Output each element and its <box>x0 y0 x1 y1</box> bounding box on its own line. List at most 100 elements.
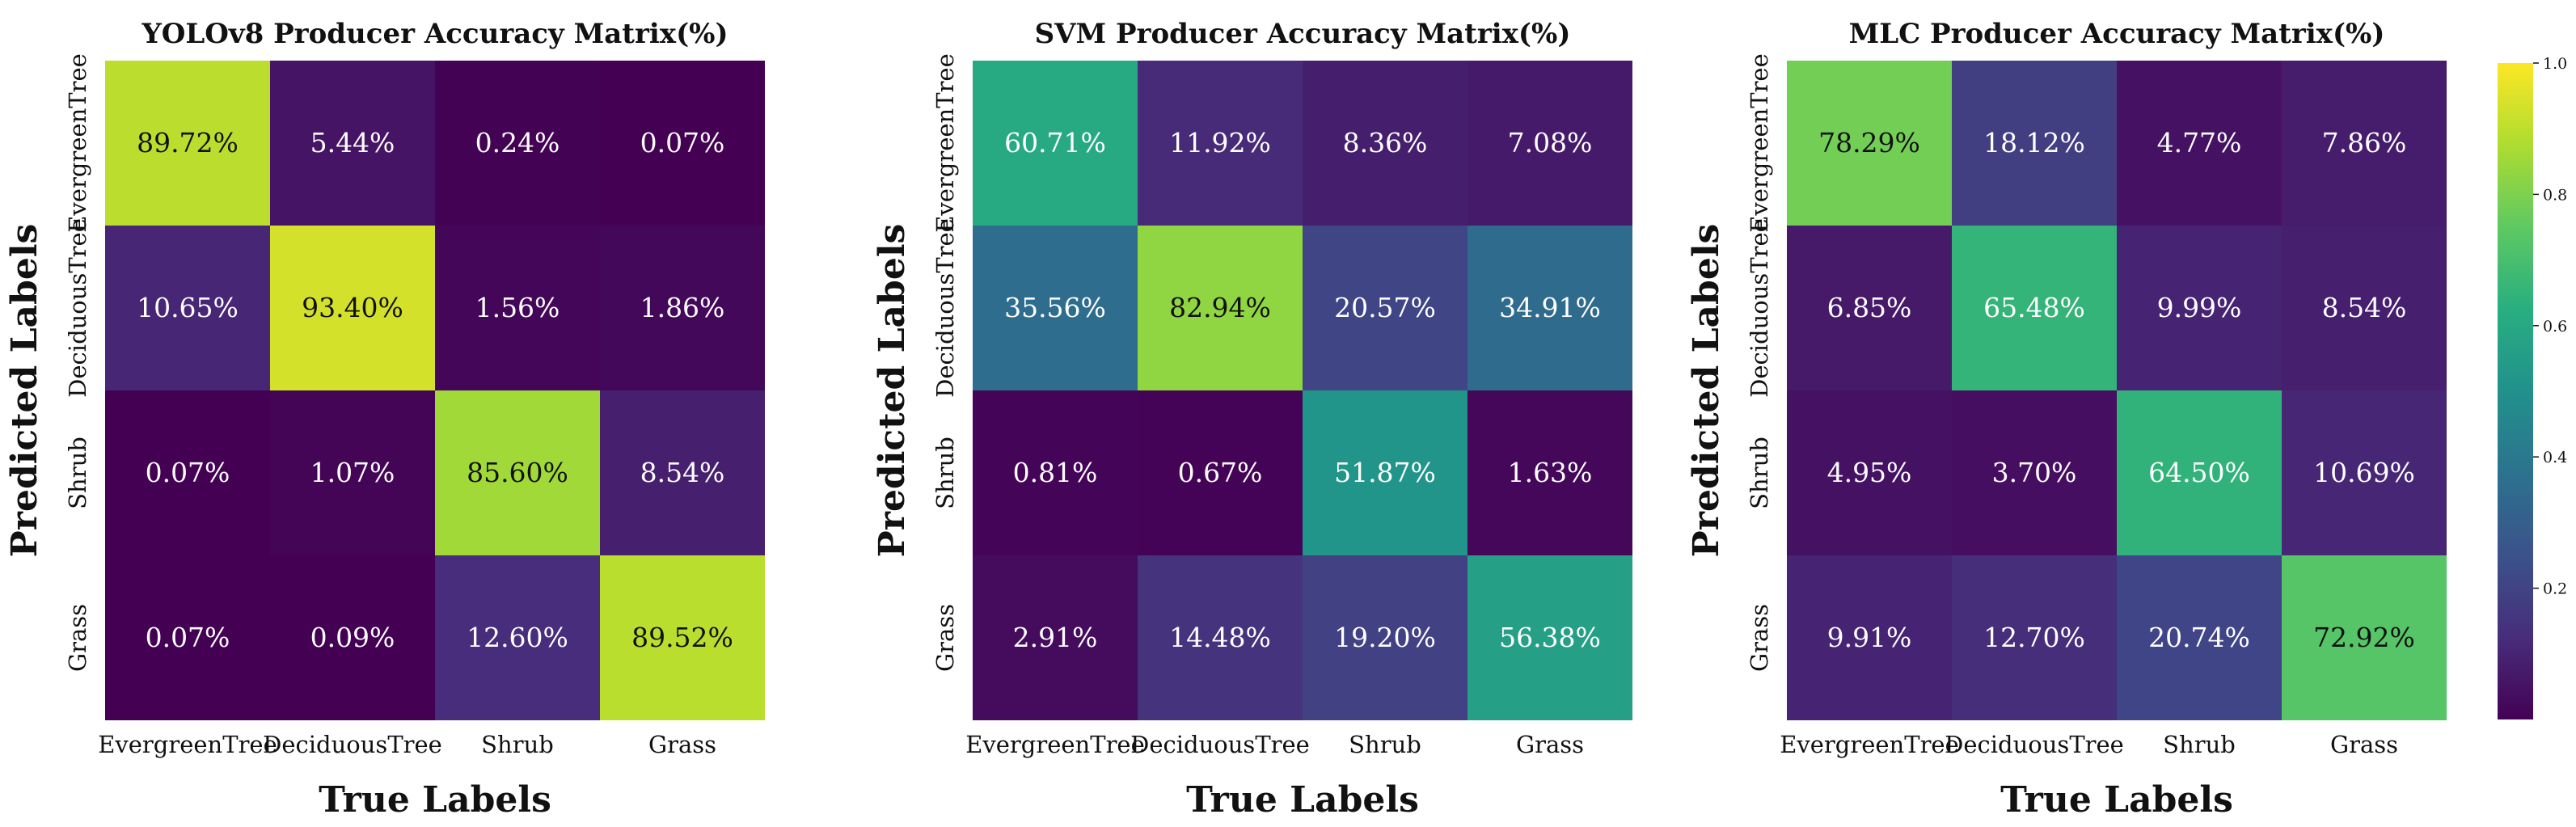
cell-value-label: 0.67% <box>1178 457 1263 488</box>
heatmap-cell <box>600 61 765 226</box>
colorbar-tick-label: 0.6 <box>2543 318 2567 335</box>
cell-value-label: 93.40% <box>302 292 403 323</box>
cell-value-label: 78.29% <box>1818 127 1920 158</box>
cell-value-label: 20.74% <box>2148 622 2250 653</box>
heatmap-cell <box>1303 390 1467 555</box>
cell-value-label: 4.95% <box>1827 457 1912 488</box>
y-tick-label: Grass <box>64 604 91 672</box>
heatmap-cell <box>1138 555 1303 720</box>
heatmap-panels: YOLOv8 Producer Accuracy Matrix(%) 89.72%… <box>4 18 2447 821</box>
heatmap-panel-2: SVM Producer Accuracy Matrix(%) 60.71% 11.… <box>872 18 1632 821</box>
x-tick-label: EvergreenTree <box>98 731 277 758</box>
cell-value-label: 8.36% <box>1343 127 1428 158</box>
heatmap-cell <box>105 555 270 720</box>
cell-value-label: 14.48% <box>1169 622 1271 653</box>
heatmap-cell <box>973 390 1138 555</box>
heatmap-cell <box>435 555 600 720</box>
cell-value-label: 0.81% <box>1013 457 1098 488</box>
heatmap-cell <box>270 226 435 390</box>
cell-value-label: 12.60% <box>467 622 568 653</box>
colorbar-tick-label: 0.4 <box>2543 449 2567 466</box>
y-tick-label: EvergreenTree <box>64 53 91 233</box>
x-tick-label: Grass <box>1516 731 1584 758</box>
heatmap-cell <box>1952 390 2117 555</box>
x-tick-label: Grass <box>2330 731 2398 758</box>
cell-value-label: 56.38% <box>1499 622 1601 653</box>
chart-title: SVM Producer Accuracy Matrix(%) <box>1035 18 1571 50</box>
heatmap-cell <box>270 390 435 555</box>
heatmap-panel-1: YOLOv8 Producer Accuracy Matrix(%) 89.72%… <box>4 18 765 821</box>
heatmap-cell <box>435 226 600 390</box>
heatmap-cell <box>270 61 435 226</box>
heatmap-cell <box>973 61 1138 226</box>
x-axis-title: True Labels <box>319 779 551 821</box>
y-tick-label: EvergreenTree <box>1746 53 1773 233</box>
cell-value-label: 18.12% <box>1983 127 2085 158</box>
x-tick-label: EvergreenTree <box>1780 731 1959 758</box>
cell-value-label: 35.56% <box>1004 292 1106 323</box>
y-axis-title: Predicted Labels <box>4 224 45 558</box>
heatmap-cell <box>435 390 600 555</box>
heatmap-cell <box>2117 555 2282 720</box>
cell-value-label: 60.71% <box>1004 127 1106 158</box>
x-tick-label: Grass <box>648 731 716 758</box>
x-tick-label: DeciduousTree <box>263 731 442 758</box>
heatmap-cell <box>105 226 270 390</box>
colorbar: 0.2 0.4 0.6 0.8 1.0 <box>2498 55 2567 719</box>
cell-value-label: 34.91% <box>1499 292 1601 323</box>
cell-value-label: 19.20% <box>1334 622 1436 653</box>
heatmap-cell <box>973 555 1138 720</box>
heatmap-cell <box>2117 226 2282 390</box>
y-tick-label: EvergreenTree <box>931 53 959 233</box>
heatmap-cell <box>2282 390 2447 555</box>
x-axis-title: True Labels <box>1186 779 1419 821</box>
cell-value-label: 0.07% <box>146 622 230 653</box>
cell-value-label: 1.63% <box>1508 457 1593 488</box>
heatmap-cell <box>600 226 765 390</box>
x-tick-label: DeciduousTree <box>1945 731 2124 758</box>
heatmap-cell <box>105 61 270 226</box>
cell-value-label: 8.54% <box>2322 292 2407 323</box>
cell-value-label: 85.60% <box>467 457 568 488</box>
cell-value-label: 0.09% <box>310 622 395 653</box>
cell-value-label: 82.94% <box>1169 292 1271 323</box>
cell-value-label: 0.07% <box>146 457 230 488</box>
chart-title: YOLOv8 Producer Accuracy Matrix(%) <box>141 18 728 50</box>
y-tick-label: Grass <box>931 604 959 672</box>
cell-value-label: 51.87% <box>1334 457 1436 488</box>
cell-value-label: 0.24% <box>475 127 560 158</box>
heatmap-cell <box>1467 390 1632 555</box>
heatmap-cell <box>2282 555 2447 720</box>
heatmap-cell <box>1787 61 1952 226</box>
cell-value-label: 2.91% <box>1013 622 1098 653</box>
colorbar-tick-label: 0.8 <box>2543 186 2567 204</box>
heatmap-cell <box>1138 390 1303 555</box>
heatmap-cell <box>2282 61 2447 226</box>
heatmap-cell <box>1467 61 1632 226</box>
x-tick-label: Shrub <box>1349 731 1421 758</box>
heatmap-cell <box>105 390 270 555</box>
heatmap-cell <box>435 61 600 226</box>
heatmap-cell <box>1952 555 2117 720</box>
y-tick-label: DeciduousTree <box>64 218 91 398</box>
cell-value-label: 5.44% <box>310 127 395 158</box>
cell-value-label: 12.70% <box>1983 622 2085 653</box>
heatmap-cell <box>1303 555 1467 720</box>
y-tick-label: DeciduousTree <box>1746 218 1773 398</box>
cell-value-label: 89.52% <box>631 622 733 653</box>
heatmap-cell <box>1467 555 1632 720</box>
heatmap-cell <box>1138 61 1303 226</box>
heatmap-cell <box>600 555 765 720</box>
cell-value-label: 89.72% <box>137 127 239 158</box>
x-tick-label: Shrub <box>2163 731 2236 758</box>
cell-value-label: 7.86% <box>2322 127 2407 158</box>
heatmap-cell <box>973 226 1138 390</box>
cell-value-label: 8.54% <box>640 457 725 488</box>
cell-value-label: 0.07% <box>640 127 725 158</box>
cell-value-label: 9.91% <box>1827 622 1912 653</box>
x-tick-label: Shrub <box>481 731 554 758</box>
cell-value-label: 65.48% <box>1983 292 2085 323</box>
cell-value-label: 72.92% <box>2313 622 2415 653</box>
x-tick-label: EvergreenTree <box>965 731 1145 758</box>
